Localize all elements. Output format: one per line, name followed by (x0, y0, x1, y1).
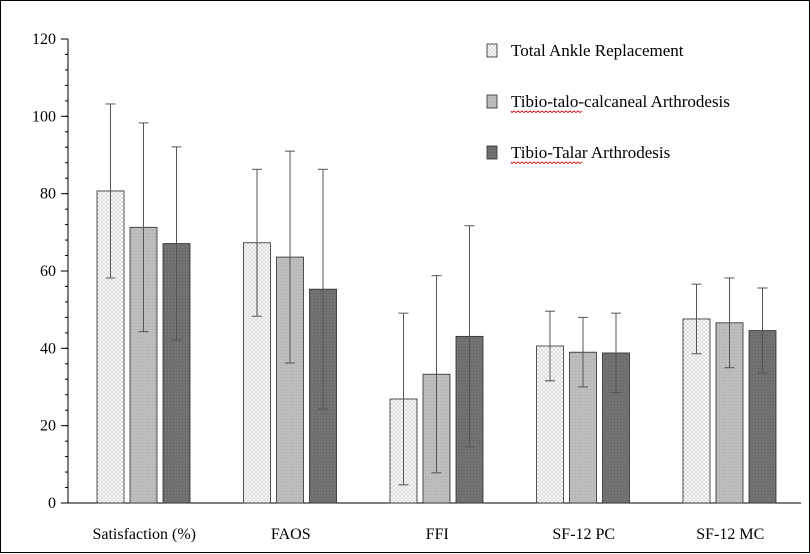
legend-swatch (486, 43, 498, 58)
y-tick-label: 20 (40, 418, 56, 435)
legend-label: Tibio-talo-calcaneal Arthrodesis (511, 92, 730, 111)
legend-swatch (486, 94, 498, 109)
legend-swatch (486, 145, 498, 160)
y-tick-label: 80 (40, 186, 56, 203)
spellcheck-squiggle (510, 161, 583, 165)
x-category-label: FAOS (271, 526, 311, 543)
spellcheck-squiggle (510, 110, 583, 114)
legend: Total Ankle Replacement Tibio-talo-calcan… (486, 41, 730, 165)
y-tick-label: 100 (32, 108, 56, 125)
legend-label: Tibio-Talar Arthrodesis (511, 143, 670, 162)
x-category-label: FFI (426, 526, 449, 543)
legend-label: Total Ankle Replacement (511, 41, 684, 60)
y-tick-label: 120 (32, 31, 56, 48)
x-category-label: SF-12 PC (552, 526, 615, 543)
y-tick-label: 40 (40, 340, 56, 357)
y-tick-label: 0 (48, 495, 56, 512)
x-category-label: SF-12 MC (696, 526, 764, 543)
y-tick-label: 60 (40, 263, 56, 280)
error-bars-layer (105, 103, 768, 486)
x-category-label: Satisfaction (%) (92, 526, 196, 543)
